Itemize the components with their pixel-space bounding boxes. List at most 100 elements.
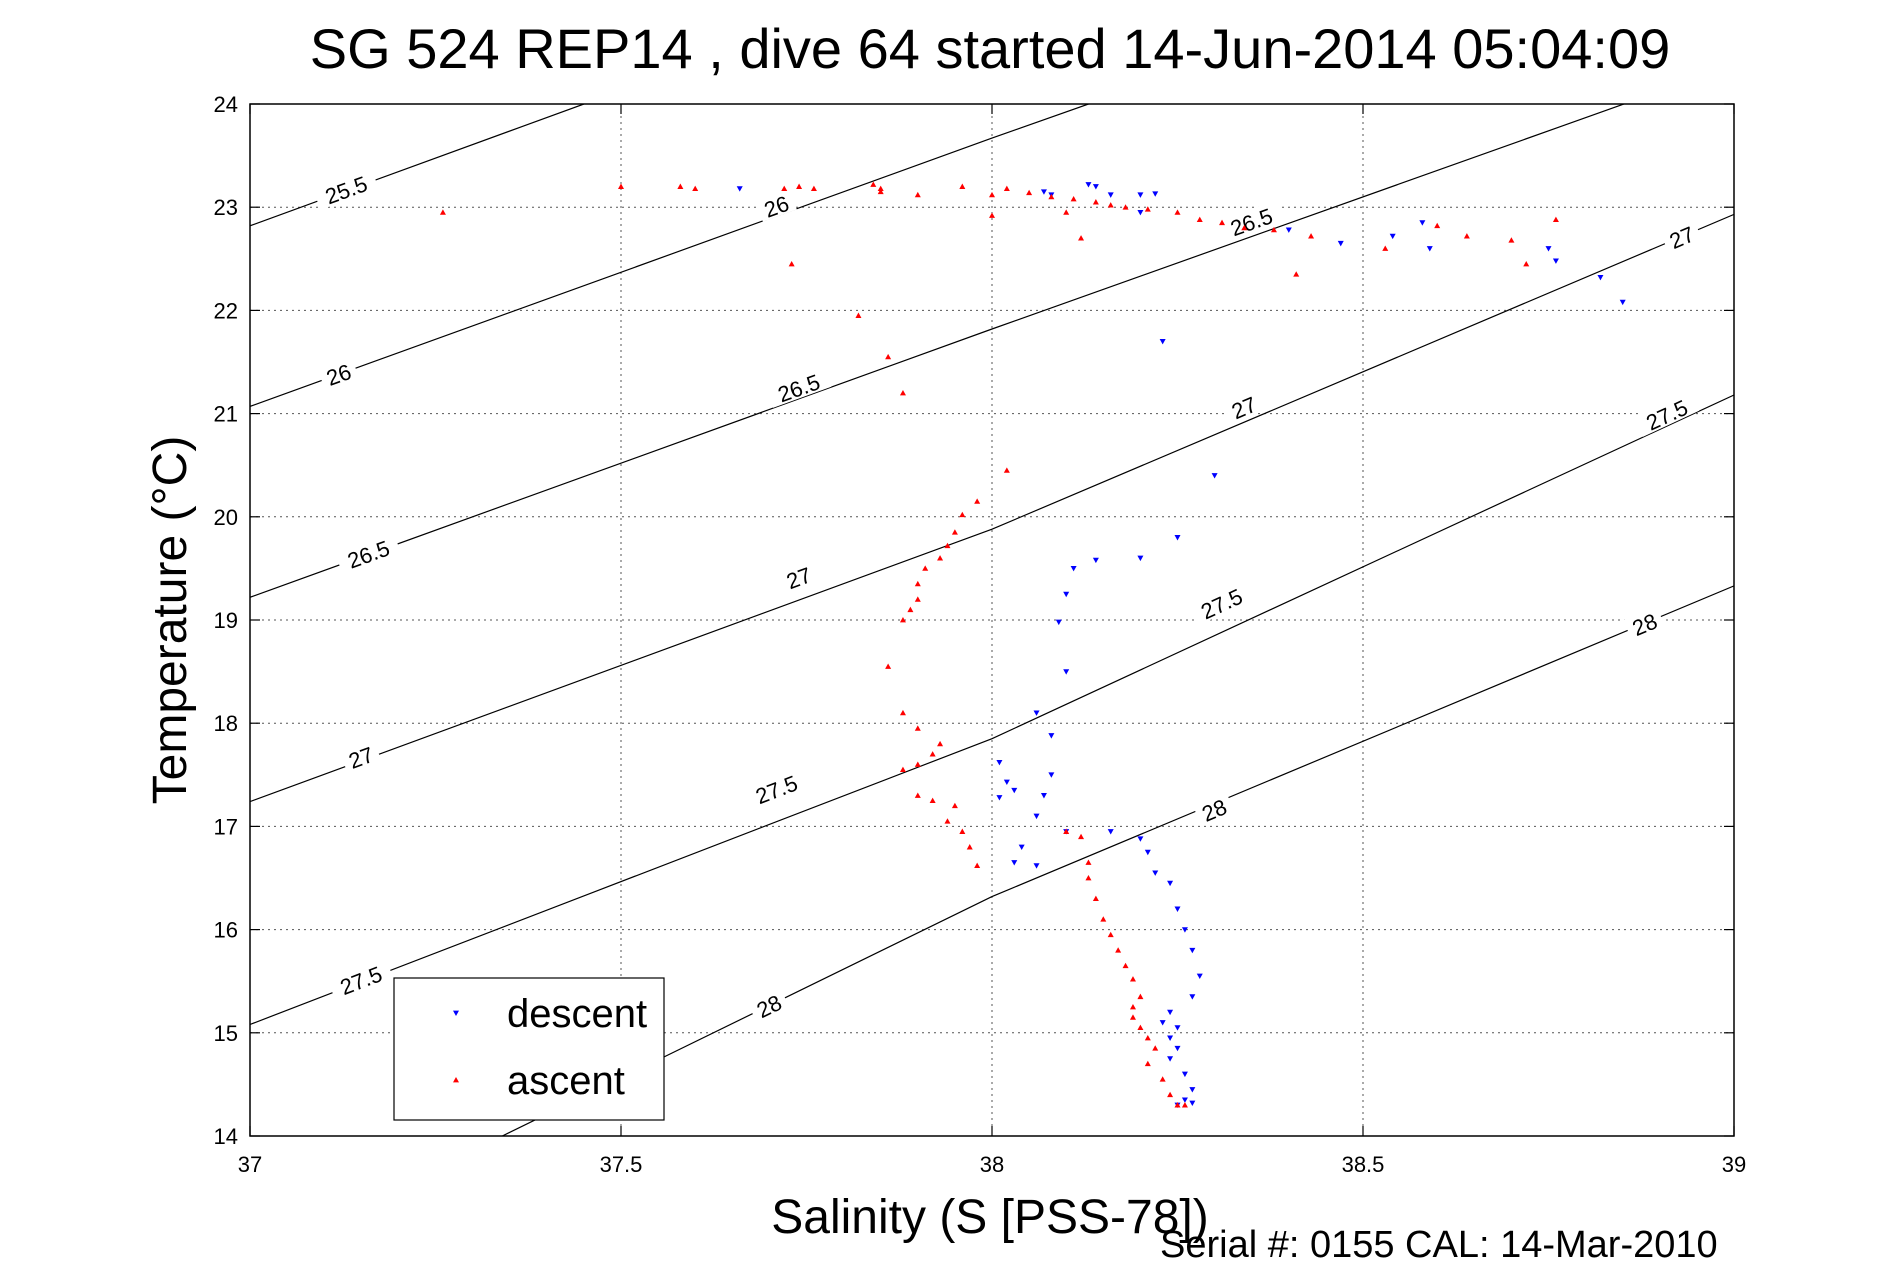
y-axis-label: Temperature (°C) xyxy=(144,436,197,805)
ascent-point xyxy=(1523,260,1530,267)
descent-point xyxy=(1389,233,1396,240)
descent-point xyxy=(1063,669,1070,675)
descent-point xyxy=(1085,182,1092,188)
descent-point xyxy=(1174,535,1181,541)
descent-point xyxy=(1189,1100,1196,1106)
contour-label-background xyxy=(1188,579,1254,626)
ascent-point xyxy=(899,709,906,716)
descent-point xyxy=(1167,1035,1174,1041)
data-points xyxy=(439,181,1626,1109)
descent-point xyxy=(1426,246,1433,252)
descent-point xyxy=(1167,880,1174,887)
descent-point xyxy=(1018,844,1025,851)
ascent-point xyxy=(1100,916,1107,922)
ascent-point xyxy=(1144,206,1151,212)
ascent-point xyxy=(1085,859,1092,865)
y-tick-label: 23 xyxy=(214,195,238,220)
ascent-point xyxy=(899,766,906,773)
descent-point xyxy=(1211,473,1218,479)
descent-point xyxy=(1285,227,1292,233)
y-tick-label: 24 xyxy=(214,92,238,117)
ascent-point xyxy=(1144,1034,1151,1041)
descent-point xyxy=(1196,973,1203,980)
descent-point xyxy=(1048,733,1055,739)
contour-label-background xyxy=(747,987,790,1024)
legend-marker-descent xyxy=(453,1010,459,1016)
ascent-point xyxy=(914,792,921,798)
ascent-point xyxy=(781,185,788,192)
descent-point xyxy=(1011,787,1018,794)
ascent-point xyxy=(1092,199,1099,205)
descent-point xyxy=(996,795,1003,801)
sigma-contour-line xyxy=(250,104,585,227)
descent-point xyxy=(1152,870,1159,876)
sigma-contour-line xyxy=(250,104,1089,407)
ascent-point xyxy=(944,542,951,549)
ascent-point xyxy=(959,183,966,189)
descent-point xyxy=(1337,240,1344,247)
descent-point xyxy=(1033,710,1040,716)
descent-point xyxy=(736,186,743,192)
ascent-point xyxy=(885,353,892,360)
ascent-point xyxy=(922,565,929,571)
contour-label-background xyxy=(317,357,359,390)
sigma-contour-line xyxy=(250,394,1734,1026)
contour-label-background xyxy=(1660,219,1703,254)
ascent-point xyxy=(989,212,995,218)
legend-label-descent: descent xyxy=(507,992,647,1036)
sigma-contour-line xyxy=(250,213,1734,803)
ascent-point xyxy=(1293,271,1300,277)
ascent-point xyxy=(877,188,884,195)
descent-point xyxy=(1033,813,1040,820)
x-axis-label: Salinity (S [PSS-78]) xyxy=(771,1191,1208,1244)
y-tick-label: 17 xyxy=(214,814,238,839)
descent-point xyxy=(1152,191,1159,197)
descent-point xyxy=(1040,793,1047,799)
descent-point xyxy=(1092,184,1099,190)
ascent-point xyxy=(1085,875,1092,881)
descent-point xyxy=(1619,299,1626,306)
contour-label-background xyxy=(1633,390,1700,437)
y-tick-label: 14 xyxy=(214,1124,238,1149)
descent-point xyxy=(1159,1020,1166,1026)
legend-label-ascent: ascent xyxy=(507,1059,625,1103)
x-tick-label: 37 xyxy=(238,1152,262,1177)
descent-point xyxy=(1055,619,1062,626)
descent-point xyxy=(1181,927,1188,933)
ascent-point xyxy=(796,183,803,189)
ascent-point xyxy=(899,617,906,623)
ascent-point xyxy=(937,740,944,747)
ascent-point xyxy=(914,725,921,731)
ascent-point xyxy=(439,209,446,215)
descent-point xyxy=(1174,906,1181,912)
legend: descent ascent xyxy=(393,977,665,1121)
ascent-point xyxy=(1122,962,1129,969)
ascent-point xyxy=(1434,222,1441,229)
descent-point xyxy=(1040,189,1047,195)
descent-point xyxy=(1181,1097,1188,1103)
descent-point xyxy=(1189,1087,1196,1093)
ascent-point xyxy=(1308,233,1315,239)
descent-point xyxy=(996,760,1003,766)
legend-box xyxy=(393,977,665,1121)
ascent-point xyxy=(951,529,958,535)
descent-point xyxy=(1137,836,1144,842)
descent-point xyxy=(1189,994,1196,1000)
ascent-point xyxy=(877,185,884,192)
descent-point xyxy=(1063,591,1070,598)
descent-point xyxy=(1137,555,1144,562)
sigma-contour-label: 27 xyxy=(1222,389,1265,424)
ascent-point xyxy=(974,862,981,869)
descent-point xyxy=(1189,947,1196,954)
contour-label-background xyxy=(777,560,820,594)
axes: 37 37.5 38 38.5 39 14 15 16 17 18 19 20 21 22 23 24 xyxy=(214,92,1747,1177)
ascent-point xyxy=(1003,467,1010,473)
ascent-point xyxy=(929,797,936,803)
ascent-point xyxy=(1078,833,1085,840)
y-tick-label: 19 xyxy=(214,608,238,633)
ascent-point xyxy=(1159,1076,1166,1082)
ascent-point xyxy=(1382,245,1389,251)
ascent-point xyxy=(1129,1014,1136,1020)
descent-point xyxy=(1048,772,1055,778)
